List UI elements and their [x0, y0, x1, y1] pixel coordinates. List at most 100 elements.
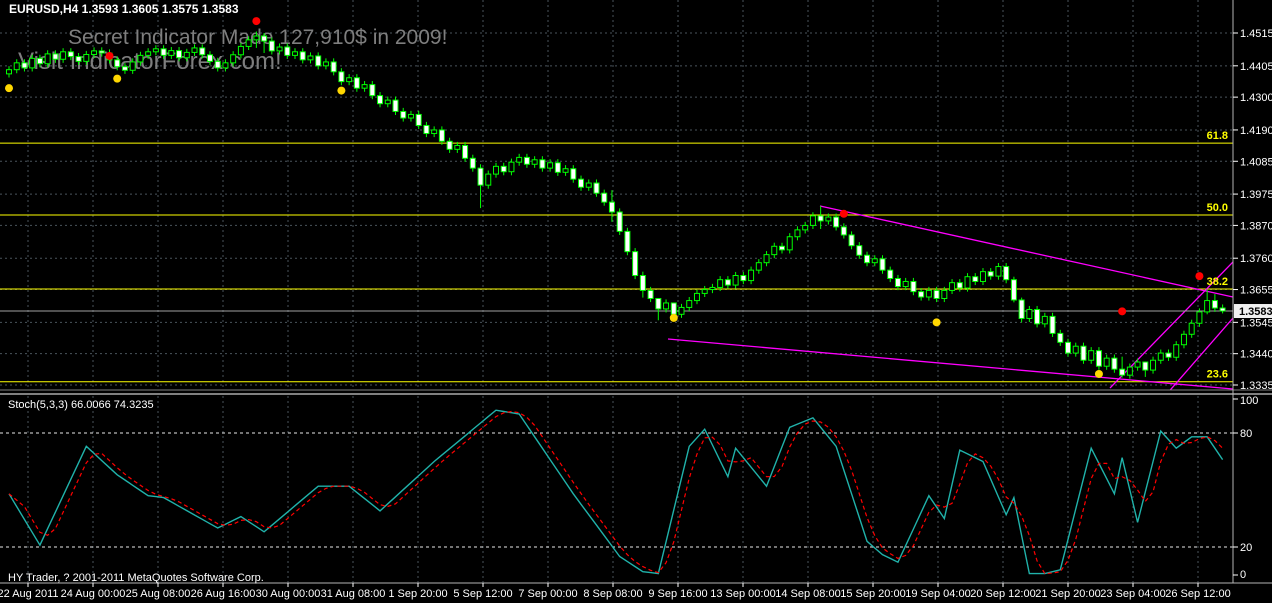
candle — [1188, 322, 1195, 335]
candle — [454, 144, 461, 150]
candle — [52, 53, 59, 60]
trendline[interactable] — [1165, 317, 1233, 396]
candle — [75, 56, 82, 62]
price-axis-label: 1.4190 — [1240, 125, 1272, 137]
candle — [894, 278, 901, 288]
candle — [794, 229, 801, 238]
candle — [369, 84, 376, 97]
candle — [1180, 333, 1187, 346]
candle — [949, 282, 956, 291]
candle — [114, 59, 121, 68]
candle — [856, 245, 863, 256]
candle — [214, 60, 221, 69]
candle — [601, 192, 608, 203]
candle — [284, 46, 291, 56]
time-axis-label: 9 Sep 16:00 — [648, 588, 707, 600]
stoch-axis-label: 80 — [1240, 428, 1252, 440]
candle — [1034, 309, 1041, 325]
candle — [353, 77, 360, 89]
candle — [1119, 368, 1126, 376]
candle — [222, 62, 229, 69]
candle — [972, 276, 979, 282]
candle — [748, 269, 755, 282]
candle — [910, 280, 917, 293]
time-axis-label: 14 Sep 08:00 — [775, 588, 840, 600]
candle — [423, 124, 430, 135]
buy-sell-signal-dot-red — [1195, 272, 1204, 281]
current-price-tag — [1234, 304, 1272, 319]
candle — [979, 271, 986, 282]
signal-dot-yellow — [1094, 369, 1103, 378]
candle — [1041, 315, 1048, 325]
axes[interactable]: 1.4515 1.4405 1.4300 1.4190 1.4085 1.3975 1.38… — [0, 28, 1272, 600]
candle — [879, 258, 886, 271]
candle — [887, 269, 894, 280]
candle — [655, 297, 662, 310]
stoch-main-line — [8, 409, 1224, 575]
buy-sell-signal-dot-red — [1118, 307, 1127, 316]
candle — [918, 291, 925, 298]
candle — [292, 51, 299, 56]
watermark: Secret Indicator Made 127,910$ in 2009! … — [18, 26, 447, 75]
candle — [137, 54, 144, 63]
candle — [1018, 299, 1025, 319]
candle — [933, 289, 940, 299]
trendline[interactable] — [667, 338, 1233, 390]
candle — [245, 39, 252, 47]
candle — [322, 61, 329, 67]
candle — [578, 178, 585, 188]
candle — [809, 215, 816, 226]
time-axis-label: 23 Sep 04:00 — [1100, 588, 1165, 600]
stoch-axis-label: 0 — [1240, 569, 1246, 581]
time-axis-label: 31 Aug 08:00 — [321, 588, 386, 600]
candle — [663, 302, 670, 310]
candle — [531, 159, 538, 165]
candle — [1165, 352, 1172, 358]
stochastic-panel[interactable] — [8, 409, 1224, 575]
candle — [67, 51, 74, 58]
fibonacci-retracement[interactable] — [0, 142, 1233, 383]
candle — [145, 51, 152, 56]
candle — [724, 279, 731, 286]
candle — [91, 50, 98, 55]
candle — [771, 245, 778, 256]
candle — [554, 162, 561, 173]
candle — [632, 251, 639, 277]
candle — [330, 61, 337, 73]
candle — [492, 165, 499, 175]
candle — [21, 62, 28, 69]
time-axis-label: 24 Aug 00:00 — [61, 588, 126, 600]
candle — [1026, 309, 1033, 319]
candle — [98, 50, 105, 54]
chart-title: EURUSD,H4 1.3593 1.3605 1.3575 1.3583 — [9, 2, 239, 16]
candle — [1150, 359, 1157, 371]
price-axis-label: 1.3440 — [1240, 349, 1272, 361]
candle — [1219, 307, 1226, 312]
candle — [446, 140, 453, 150]
candle — [392, 99, 399, 112]
signal-dot-yellow — [337, 86, 346, 95]
copyright-label: HY Trader, ? 2001-2011 MetaQuotes Softwa… — [8, 572, 264, 584]
fib-label: 23.6 — [1207, 369, 1228, 381]
candle — [925, 289, 932, 298]
candle — [377, 95, 384, 105]
panel-frames — [0, 0, 1272, 584]
price-axis-label: 1.4515 — [1240, 28, 1272, 40]
candle — [230, 54, 237, 64]
candle — [60, 51, 67, 60]
candle — [276, 46, 283, 52]
candle — [1111, 357, 1118, 370]
candle — [1049, 315, 1056, 334]
candle — [44, 53, 51, 65]
candle — [176, 50, 183, 59]
candle — [624, 230, 631, 253]
price-axis-label: 1.3975 — [1240, 189, 1272, 201]
buy-sell-signal-dot-red — [839, 209, 848, 218]
candle — [547, 162, 554, 169]
time-axis-label: 26 Sep 12:00 — [1165, 588, 1230, 600]
fib-label: 50.0 — [1207, 202, 1228, 214]
candle — [206, 54, 213, 62]
trendline[interactable] — [819, 205, 1233, 298]
